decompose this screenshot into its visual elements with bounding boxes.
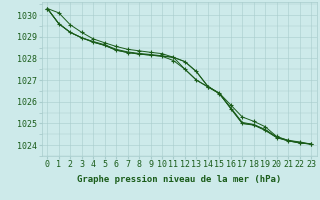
X-axis label: Graphe pression niveau de la mer (hPa): Graphe pression niveau de la mer (hPa) [77, 175, 281, 184]
